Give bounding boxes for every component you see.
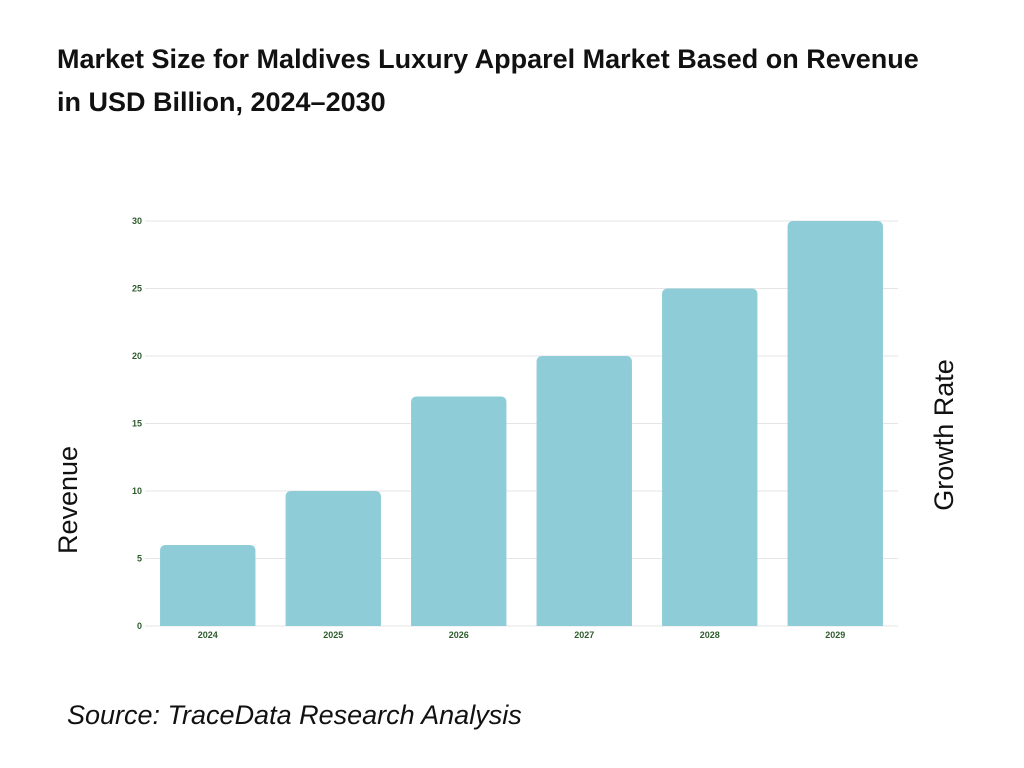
y-tick-label: 30 [132,216,142,226]
y-tick-label: 20 [132,351,142,361]
y-tick-label: 0 [137,621,142,631]
secondary-y-axis-label: Growth Rate [929,359,959,511]
y-axis-label: Revenue [53,446,83,554]
bar-2024 [160,545,256,626]
chart-title-line-2: in USD Billion, 2024–2030 [57,87,386,117]
y-tick-label: 15 [132,419,142,429]
x-tick-label: 2028 [700,630,720,640]
y-tick-label: 10 [132,486,142,496]
chart-title: Market Size for Maldives Luxury Apparel … [57,38,1017,124]
y-tick-label: 25 [132,284,142,294]
x-tick-label: 2025 [323,630,343,640]
x-tick-label: 2027 [574,630,594,640]
bar-2025 [285,491,381,626]
bars [160,221,883,626]
x-tick-label: 2029 [825,630,845,640]
gridlines [145,220,898,627]
chart-title-line-1: Market Size for Maldives Luxury Apparel … [57,44,919,74]
x-axis-ticks: 2024 2025 2026 2027 2028 2029 [198,630,846,640]
x-tick-label: 2024 [198,630,218,640]
bar-2027 [536,356,632,626]
source-note: Source: TraceData Research Analysis [67,700,522,730]
x-tick-label: 2026 [449,630,469,640]
y-axis-ticks: 0 5 10 15 20 25 30 [132,216,142,631]
bar-2028 [662,288,758,626]
bar-2029 [787,221,883,626]
bar-2026 [411,396,507,626]
y-tick-label: 5 [137,554,142,564]
